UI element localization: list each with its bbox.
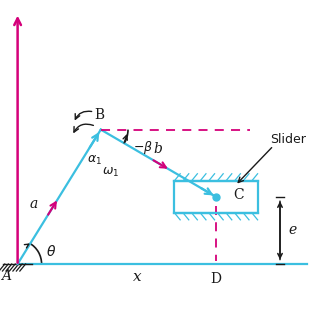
Text: x: x (133, 270, 142, 284)
Text: $\alpha_1$: $\alpha_1$ (87, 154, 102, 166)
Text: $-\beta$: $-\beta$ (133, 139, 153, 156)
Text: $\theta$: $\theta$ (46, 244, 57, 259)
Text: b: b (153, 141, 162, 156)
Text: D: D (211, 272, 221, 286)
Text: a: a (29, 197, 37, 211)
Bar (174, 181, 258, 213)
Text: Slider: Slider (270, 133, 306, 146)
Text: e: e (288, 223, 296, 237)
Text: $\omega_1$: $\omega_1$ (102, 166, 119, 179)
Text: C: C (234, 188, 244, 202)
Text: B: B (94, 108, 104, 122)
Text: A: A (1, 269, 11, 283)
